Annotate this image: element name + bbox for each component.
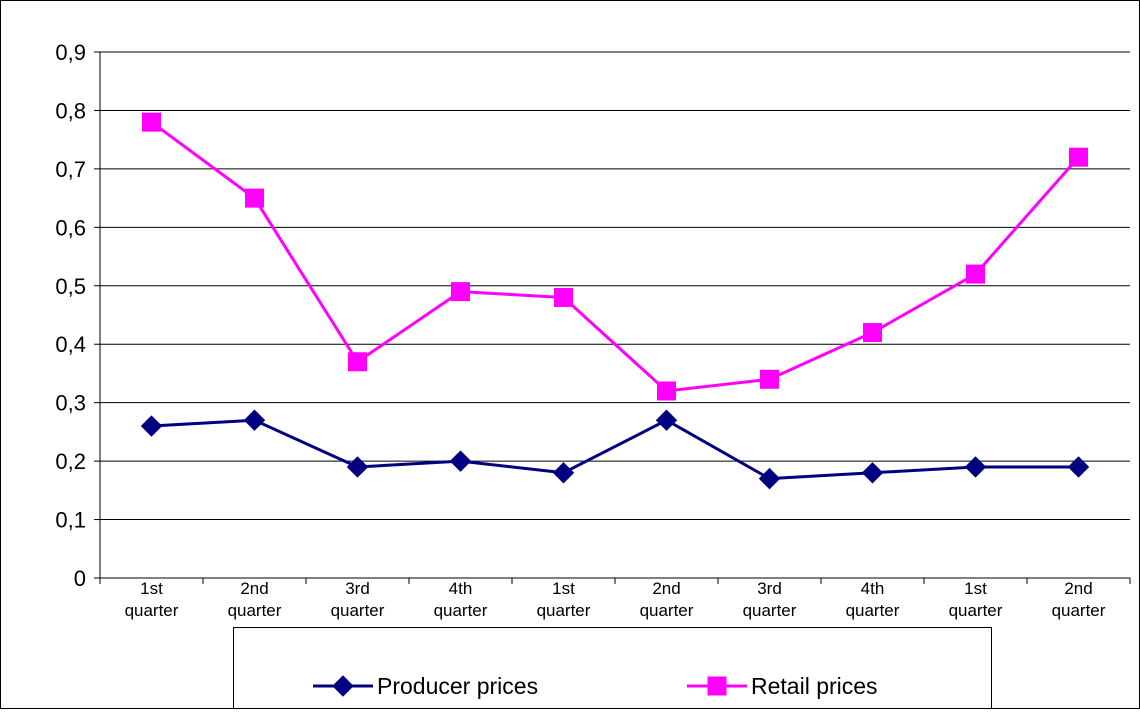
x-tick-label-line: 4th bbox=[449, 579, 473, 598]
x-tick-label-line: 2nd bbox=[652, 579, 680, 598]
y-tick-label: 0,9 bbox=[55, 40, 86, 65]
x-tick-label-line: 2nd bbox=[1064, 579, 1092, 598]
x-tick-label: 1st quarter bbox=[949, 579, 1003, 620]
x-tick-label-line: quarter bbox=[1052, 601, 1106, 620]
x-tick-label-line: 1st bbox=[552, 579, 575, 598]
legend-label-0: Producer prices bbox=[377, 673, 538, 699]
x-tick-label-line: quarter bbox=[743, 601, 797, 620]
x-tick-label: 4th quarter bbox=[846, 579, 900, 620]
x-tick-label-line: quarter bbox=[537, 601, 591, 620]
x-tick-label: 1st quarter bbox=[125, 579, 179, 620]
y-tick-label: 0,5 bbox=[55, 274, 86, 299]
data-point-1-2 bbox=[348, 352, 367, 372]
series-line-0 bbox=[151, 418, 1079, 481]
x-tick-label-line: 2nd bbox=[240, 579, 268, 598]
y-tick-label: 0 bbox=[74, 566, 86, 591]
y-tick-labels: 0 0,1 0,2 0,3 0,4 0,5 0,6 0,7 0,8 0,9 bbox=[55, 40, 86, 591]
x-tick-label: 2nd quarter bbox=[1052, 579, 1106, 620]
data-point-1-6 bbox=[760, 369, 779, 389]
x-tick-label: 3rd quarter bbox=[331, 579, 385, 620]
x-tick-label-line: quarter bbox=[228, 601, 282, 620]
data-point-0-6 bbox=[758, 467, 781, 490]
x-tick-label-line: 3rd bbox=[757, 579, 782, 598]
data-point-1-9 bbox=[1069, 147, 1088, 167]
y-tick-label: 0,3 bbox=[55, 391, 86, 416]
y-tick-label: 0,4 bbox=[55, 332, 86, 357]
x-tick-label-line: 1st bbox=[140, 579, 163, 598]
x-tick-label: 3rd quarter bbox=[743, 579, 797, 620]
data-point-1-5 bbox=[657, 381, 676, 401]
axes bbox=[94, 51, 1131, 584]
data-point-0-9 bbox=[1067, 456, 1090, 478]
legend-box bbox=[233, 627, 992, 709]
x-tick-label-line: quarter bbox=[640, 601, 694, 620]
x-tick-label-line: quarter bbox=[949, 601, 1003, 620]
legend-label-1: Retail prices bbox=[751, 673, 878, 699]
x-tick-label: 2nd quarter bbox=[640, 579, 694, 620]
y-tick-label: 0,6 bbox=[55, 215, 86, 240]
data-point-1-1 bbox=[245, 188, 264, 208]
x-tick-label: 2nd quarter bbox=[228, 579, 282, 620]
data-point-0-8 bbox=[964, 456, 987, 478]
data-point-0-7 bbox=[861, 462, 884, 484]
data-point-1-3 bbox=[451, 282, 470, 302]
legend-marker-1 bbox=[707, 676, 727, 696]
x-tick-label-line: quarter bbox=[846, 601, 900, 620]
data-point-1-7 bbox=[863, 323, 882, 343]
x-tick-label-line: 3rd bbox=[345, 579, 370, 598]
y-tick-label: 0,7 bbox=[55, 157, 86, 182]
x-tick-label-line: 1st bbox=[964, 579, 987, 598]
x-tick-label-line: 4th bbox=[861, 579, 885, 598]
x-tick-label: 1st quarter bbox=[537, 579, 591, 620]
series-markers bbox=[140, 112, 1090, 490]
series-lines bbox=[150, 120, 1080, 481]
y-tick-label: 0,1 bbox=[55, 508, 86, 533]
x-tick-label: 4th quarter bbox=[434, 579, 488, 620]
x-tick-label-line: quarter bbox=[331, 601, 385, 620]
legend: Producer prices Retail prices bbox=[233, 627, 992, 709]
x-tick-label-line: quarter bbox=[434, 601, 488, 620]
y-tick-label: 0,2 bbox=[55, 449, 86, 474]
x-tick-label-line: quarter bbox=[125, 601, 179, 620]
data-point-0-5 bbox=[655, 409, 678, 431]
gridlines bbox=[100, 51, 1130, 521]
data-point-0-2 bbox=[346, 456, 369, 478]
x-tick-labels: 1st quarter 2nd quarter 3rd quarter 4th quarter… bbox=[125, 579, 1106, 620]
data-point-1-8 bbox=[966, 264, 985, 284]
y-tick-label: 0,8 bbox=[55, 98, 86, 123]
data-point-1-4 bbox=[554, 287, 573, 307]
data-point-1-0 bbox=[142, 112, 161, 132]
legend-marker-0 bbox=[332, 675, 354, 697]
data-point-0-0 bbox=[140, 415, 163, 437]
data-point-0-4 bbox=[552, 462, 575, 484]
data-point-0-3 bbox=[449, 450, 472, 472]
data-point-0-1 bbox=[243, 409, 266, 431]
series-line-1 bbox=[150, 120, 1080, 393]
